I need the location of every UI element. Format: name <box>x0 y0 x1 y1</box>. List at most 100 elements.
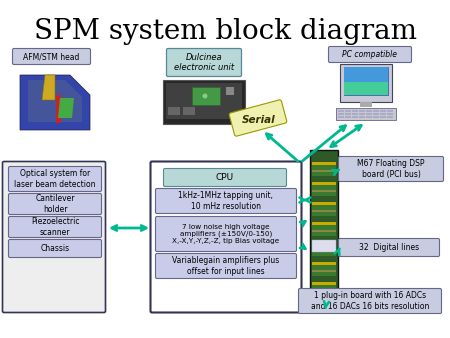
FancyBboxPatch shape <box>338 239 440 257</box>
Bar <box>380 116 386 118</box>
Bar <box>312 162 336 176</box>
Bar <box>366 116 372 118</box>
Bar <box>340 64 392 102</box>
FancyBboxPatch shape <box>166 48 242 76</box>
Circle shape <box>202 94 207 98</box>
Bar <box>312 240 336 252</box>
Bar <box>345 110 351 112</box>
Bar <box>360 102 372 107</box>
FancyBboxPatch shape <box>3 162 105 313</box>
Bar <box>312 182 336 185</box>
Bar <box>312 202 336 205</box>
Text: Serial: Serial <box>242 115 276 125</box>
Bar <box>312 262 336 276</box>
Bar <box>345 116 351 118</box>
Bar <box>387 113 392 115</box>
FancyBboxPatch shape <box>9 217 102 238</box>
Bar <box>312 190 336 192</box>
Text: Optical system for
laser beam detection: Optical system for laser beam detection <box>14 169 96 189</box>
Bar <box>336 108 396 120</box>
Bar <box>373 116 378 118</box>
FancyBboxPatch shape <box>9 240 102 258</box>
Text: PC compatible: PC compatible <box>342 50 397 59</box>
Bar <box>312 222 336 236</box>
Text: M67 Floating DSP
board (PCI bus): M67 Floating DSP board (PCI bus) <box>357 159 425 179</box>
FancyBboxPatch shape <box>163 169 287 187</box>
Text: Cantilever
holder: Cantilever holder <box>35 194 75 214</box>
Bar <box>380 113 386 115</box>
FancyBboxPatch shape <box>229 100 287 136</box>
Bar <box>359 113 364 115</box>
Bar <box>387 116 392 118</box>
Bar <box>312 262 336 265</box>
Bar <box>312 250 336 252</box>
Polygon shape <box>42 75 55 100</box>
Bar <box>352 116 357 118</box>
Bar <box>380 110 386 112</box>
Bar <box>359 116 364 118</box>
Bar <box>312 282 336 296</box>
Text: AFM/STM head: AFM/STM head <box>23 52 80 61</box>
FancyBboxPatch shape <box>150 162 302 313</box>
FancyBboxPatch shape <box>156 189 297 214</box>
Bar <box>312 290 336 292</box>
FancyBboxPatch shape <box>9 193 102 215</box>
Bar <box>312 170 336 172</box>
Text: Dulcinea
electronic unit: Dulcinea electronic unit <box>174 53 234 72</box>
Bar <box>338 110 343 112</box>
Bar <box>312 182 336 196</box>
Bar <box>312 282 336 285</box>
FancyBboxPatch shape <box>156 217 297 251</box>
Bar <box>312 242 336 245</box>
Text: SPM system block diagram: SPM system block diagram <box>33 18 417 45</box>
Bar <box>312 270 336 272</box>
Polygon shape <box>58 98 74 118</box>
FancyBboxPatch shape <box>298 289 441 314</box>
Bar <box>338 113 343 115</box>
Bar <box>345 113 351 115</box>
Bar <box>338 116 343 118</box>
Bar <box>366 110 372 112</box>
Bar <box>312 202 336 216</box>
Bar <box>352 110 357 112</box>
Bar <box>373 113 378 115</box>
Bar <box>312 162 336 165</box>
Text: Variablegain amplifiers plus
offset for input lines: Variablegain amplifiers plus offset for … <box>172 256 279 276</box>
Text: CPU: CPU <box>216 173 234 182</box>
FancyBboxPatch shape <box>156 254 297 279</box>
Bar <box>359 110 364 112</box>
Text: 1kHz-1MHz tapping unit,
10 mHz resolution: 1kHz-1MHz tapping unit, 10 mHz resolutio… <box>179 191 274 211</box>
Text: Chassis: Chassis <box>40 244 70 253</box>
FancyBboxPatch shape <box>338 156 444 182</box>
Bar <box>312 298 334 306</box>
Text: 7 low noise high voltage
amplifiers (±150V/0-150)
X,-X,Y,-Y,Z,-Z, tip Bias volta: 7 low noise high voltage amplifiers (±15… <box>172 224 279 244</box>
Bar <box>344 82 388 95</box>
Bar <box>387 110 392 112</box>
FancyBboxPatch shape <box>9 167 102 192</box>
FancyBboxPatch shape <box>328 47 411 63</box>
Bar <box>373 110 378 112</box>
Text: 1 plug-in board with 16 ADCs
and 16 DACs 16 bits resolution: 1 plug-in board with 16 ADCs and 16 DACs… <box>311 291 429 311</box>
Bar <box>226 87 234 95</box>
Text: Piezoelectric
scanner: Piezoelectric scanner <box>31 217 79 237</box>
Text: 32  Digital lines: 32 Digital lines <box>359 243 419 252</box>
Polygon shape <box>28 80 82 122</box>
Bar <box>166 83 242 119</box>
Bar <box>192 87 220 105</box>
Bar <box>168 107 180 115</box>
Bar <box>312 222 336 225</box>
Bar <box>56 95 61 123</box>
Bar <box>352 113 357 115</box>
Bar <box>312 242 336 256</box>
Bar <box>344 67 388 82</box>
Bar <box>344 67 388 95</box>
Polygon shape <box>20 75 90 130</box>
Bar <box>366 113 372 115</box>
Bar <box>312 230 336 232</box>
Bar <box>163 80 245 124</box>
FancyBboxPatch shape <box>13 48 90 65</box>
Bar <box>312 210 336 212</box>
Bar <box>183 107 195 115</box>
Bar <box>310 150 338 308</box>
